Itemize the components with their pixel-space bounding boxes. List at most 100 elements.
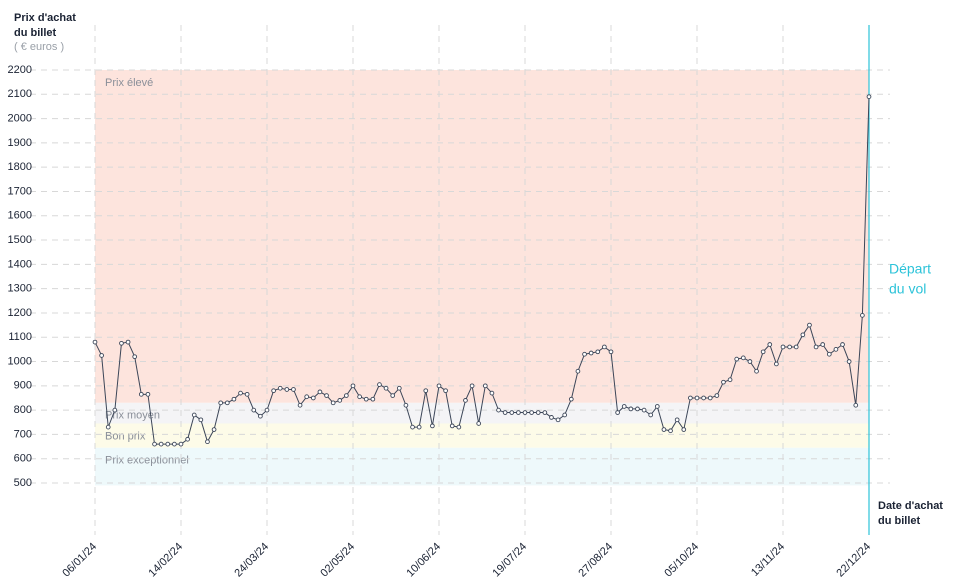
price-point bbox=[317, 389, 323, 395]
price-point bbox=[522, 410, 528, 415]
price-point bbox=[668, 428, 673, 434]
price-point bbox=[694, 395, 700, 401]
x-tick-label: 06/01/24 bbox=[60, 541, 99, 580]
price-point bbox=[866, 94, 872, 100]
price-point bbox=[264, 407, 270, 413]
x-tick-label: 02/05/24 bbox=[318, 541, 357, 580]
y-tick-label: 2100 bbox=[8, 88, 32, 100]
y-axis-title: du billet bbox=[14, 27, 57, 39]
price-point bbox=[132, 354, 138, 360]
price-band bbox=[95, 70, 869, 403]
annotation: Départ bbox=[889, 261, 931, 277]
price-point bbox=[760, 349, 766, 355]
price-point bbox=[688, 395, 693, 401]
y-tick-label: 1900 bbox=[8, 137, 32, 149]
price-point bbox=[423, 388, 429, 394]
y-axis-title: Prix d'achat bbox=[14, 12, 76, 24]
x-tick-label: 05/10/24 bbox=[662, 541, 701, 580]
price-point bbox=[152, 441, 157, 447]
y-tick-label: 600 bbox=[14, 453, 32, 465]
price-point bbox=[807, 322, 812, 328]
price-point bbox=[840, 342, 845, 347]
band-label: Prix moyen bbox=[105, 410, 160, 422]
price-point bbox=[813, 344, 819, 350]
x-tick-label: 22/12/24 bbox=[834, 541, 873, 580]
price-point bbox=[99, 353, 104, 358]
price-line bbox=[94, 96, 870, 445]
price-point bbox=[582, 351, 587, 357]
price-point bbox=[165, 441, 171, 447]
price-point bbox=[238, 390, 243, 396]
price-point bbox=[430, 423, 435, 429]
price-point bbox=[635, 406, 640, 412]
price-point bbox=[833, 347, 839, 352]
price-point bbox=[595, 349, 601, 355]
price-point bbox=[489, 390, 495, 396]
y-tick-label: 1700 bbox=[8, 185, 32, 197]
price-point bbox=[628, 406, 634, 412]
price-point bbox=[654, 404, 660, 409]
price-point bbox=[588, 350, 594, 356]
y-tick-label: 700 bbox=[14, 428, 32, 440]
price-point bbox=[661, 427, 667, 432]
price-point bbox=[185, 436, 190, 442]
price-point bbox=[178, 441, 184, 447]
y-tick-label: 1300 bbox=[8, 283, 32, 295]
price-point bbox=[740, 355, 746, 361]
price-point bbox=[555, 417, 561, 423]
price-point bbox=[277, 385, 283, 391]
x-tick-label: 10/06/24 bbox=[404, 541, 443, 580]
price-point bbox=[125, 339, 131, 345]
price-point bbox=[436, 383, 442, 389]
y-axis-unit: ( € euros ) bbox=[14, 41, 64, 53]
y-tick-label: 1500 bbox=[8, 234, 32, 246]
x-tick-label: 13/11/24 bbox=[749, 541, 787, 579]
price-point bbox=[218, 400, 224, 406]
y-tick-label: 800 bbox=[14, 404, 32, 416]
price-point bbox=[787, 344, 792, 350]
price-point bbox=[793, 344, 799, 350]
price-point bbox=[621, 404, 627, 409]
price-point bbox=[767, 342, 773, 347]
y-tick-label: 1800 bbox=[8, 161, 32, 173]
y-tick-label: 2200 bbox=[8, 64, 32, 76]
price-point bbox=[754, 368, 759, 374]
y-tick-label: 1000 bbox=[8, 355, 32, 367]
price-point bbox=[734, 356, 740, 362]
price-point bbox=[211, 427, 217, 432]
price-point bbox=[502, 410, 508, 415]
price-point bbox=[568, 396, 574, 402]
y-tick-label: 1200 bbox=[8, 307, 32, 319]
price-point bbox=[747, 359, 753, 364]
price-point bbox=[800, 332, 806, 338]
price-point bbox=[681, 427, 687, 432]
price-point bbox=[138, 391, 144, 397]
price-point bbox=[344, 393, 349, 398]
price-point bbox=[615, 410, 620, 415]
price-point bbox=[509, 410, 515, 415]
price-point bbox=[416, 424, 422, 430]
price-point bbox=[674, 417, 680, 423]
band-label: Prix exceptionnel bbox=[105, 455, 189, 467]
price-point bbox=[443, 388, 448, 394]
price-point bbox=[310, 395, 316, 401]
price-point bbox=[463, 398, 468, 403]
price-point bbox=[105, 424, 111, 430]
x-tick-label: 19/07/24 bbox=[490, 541, 529, 580]
band-label: Prix élevé bbox=[105, 77, 153, 89]
price-point bbox=[648, 412, 654, 418]
background: Prix élevé Prix moyen Bon prix Prix excepti… bbox=[30, 25, 890, 535]
price-point bbox=[324, 393, 329, 398]
price-point bbox=[119, 340, 124, 346]
price-point bbox=[304, 394, 310, 400]
price-point bbox=[780, 344, 786, 350]
price-point bbox=[377, 382, 382, 387]
y-tick-label: 1600 bbox=[8, 210, 32, 222]
price-point bbox=[602, 344, 607, 350]
band-label: Bon prix bbox=[105, 430, 146, 442]
price-point bbox=[284, 387, 290, 392]
price-point bbox=[549, 415, 554, 420]
price-point bbox=[410, 424, 415, 430]
y-tick-label: 1100 bbox=[8, 331, 32, 343]
